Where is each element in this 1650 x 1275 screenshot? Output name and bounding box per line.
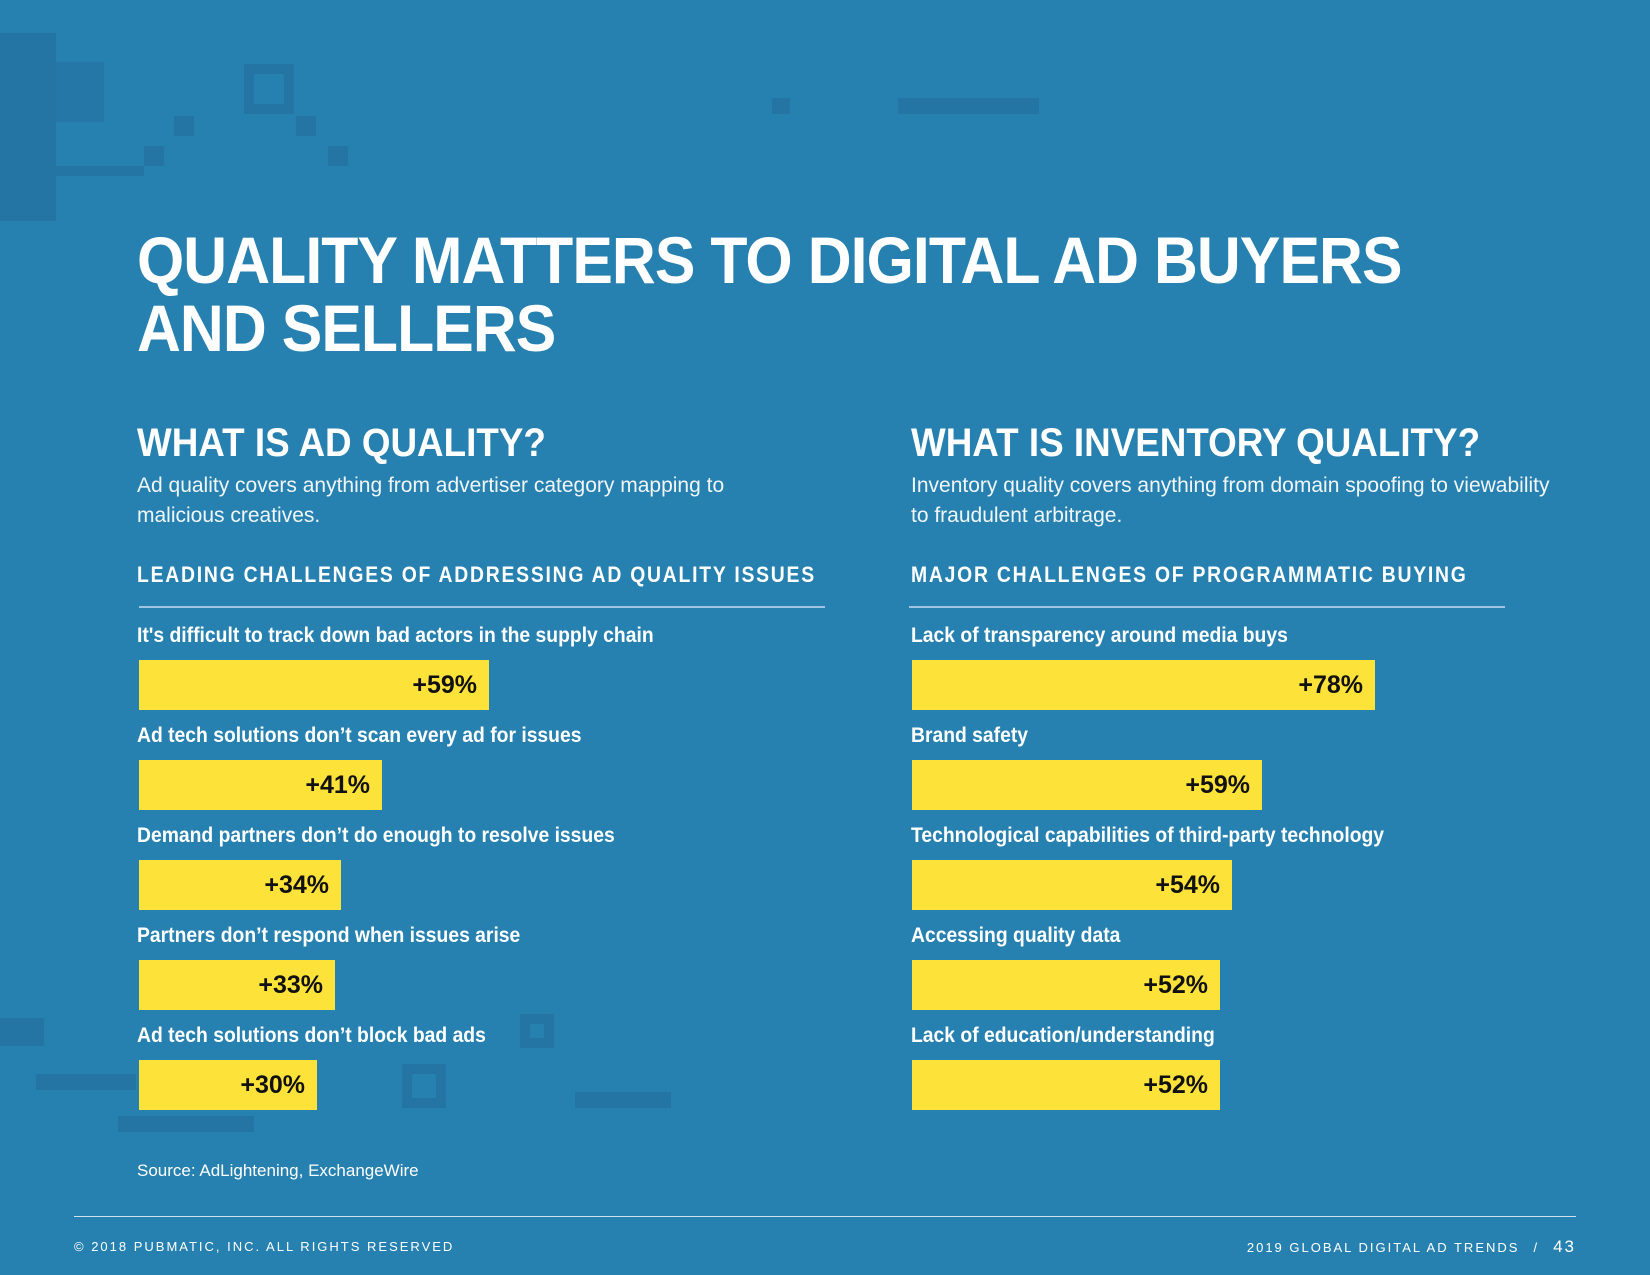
ad-quality-heading: WHAT IS AD QUALITY? bbox=[137, 421, 546, 465]
bar-value-label: +33% bbox=[258, 970, 323, 999]
bar-value-label: +41% bbox=[305, 770, 370, 799]
decorative-pixel-block bbox=[296, 116, 316, 136]
bar-value-label: +54% bbox=[1155, 870, 1220, 899]
decorative-square-ring bbox=[402, 1064, 446, 1108]
inventory-quality-heading: WHAT IS INVENTORY QUALITY? bbox=[911, 421, 1481, 465]
bar-category-label: Demand partners don’t do enough to resol… bbox=[137, 824, 615, 847]
decorative-pixel-block bbox=[118, 1116, 254, 1132]
bar-value-label: +30% bbox=[240, 1070, 305, 1099]
bar-value-label: +59% bbox=[1185, 770, 1250, 799]
bar: +54% bbox=[912, 860, 1232, 910]
bar-category-label: Ad tech solutions don’t block bad ads bbox=[137, 1024, 486, 1047]
decorative-pixel-block bbox=[328, 146, 348, 166]
page-title-line-1: QUALITY MATTERS TO DIGITAL AD BUYERS bbox=[137, 223, 1402, 297]
left-chart-title: LEADING CHALLENGES OF ADDRESSING AD QUAL… bbox=[137, 562, 816, 587]
bar: +34% bbox=[139, 860, 341, 910]
decorative-pixel-block bbox=[174, 116, 194, 136]
decorative-pixel-block bbox=[36, 1074, 136, 1090]
bar-value-label: +78% bbox=[1298, 670, 1363, 699]
page-number: 43 bbox=[1553, 1237, 1576, 1256]
decorative-pixel-block bbox=[56, 166, 144, 176]
bar-category-label: Lack of transparency around media buys bbox=[911, 624, 1288, 647]
bar-category-label: Lack of education/understanding bbox=[911, 1024, 1215, 1047]
bar: +33% bbox=[139, 960, 335, 1010]
bar-category-label: Partners don’t respond when issues arise bbox=[137, 924, 521, 947]
bar: +30% bbox=[139, 1060, 317, 1110]
footer-right: 2019 GLOBAL DIGITAL AD TRENDS / 43 bbox=[1247, 1237, 1576, 1257]
footer-divider bbox=[74, 1216, 1576, 1217]
bar: +41% bbox=[139, 760, 382, 810]
decorative-pixel-block bbox=[144, 146, 164, 166]
right-chart-rule bbox=[909, 606, 1505, 608]
bar: +52% bbox=[912, 960, 1220, 1010]
bar-value-label: +52% bbox=[1143, 1070, 1208, 1099]
inventory-quality-description: Inventory quality covers anything from d… bbox=[911, 474, 1550, 527]
ad-quality-description: Ad quality covers anything from advertis… bbox=[137, 474, 725, 527]
decorative-pixel-block bbox=[56, 62, 104, 122]
decorative-pixel-block bbox=[575, 1092, 671, 1108]
bar-category-label: Ad tech solutions don’t scan every ad fo… bbox=[137, 724, 582, 747]
page-title-line-2: AND SELLERS bbox=[137, 291, 556, 365]
bar: +59% bbox=[139, 660, 489, 710]
page-title: QUALITY MATTERS TO DIGITAL AD BUYERS AND… bbox=[137, 226, 1402, 362]
decorative-pixel-block bbox=[0, 1018, 44, 1046]
decorative-pixel-block bbox=[898, 98, 1039, 114]
bar-value-label: +34% bbox=[264, 870, 329, 899]
bar-value-label: +59% bbox=[412, 670, 477, 699]
decorative-pixel-block bbox=[772, 98, 790, 114]
bar-category-label: It's difficult to track down bad actors … bbox=[137, 624, 654, 647]
decorative-square-ring bbox=[244, 64, 294, 114]
copyright-text: © 2018 PUBMATIC, INC. ALL RIGHTS RESERVE… bbox=[74, 1239, 455, 1254]
right-chart-title: MAJOR CHALLENGES OF PROGRAMMATIC BUYING bbox=[911, 562, 1468, 587]
bar-category-label: Technological capabilities of third-part… bbox=[911, 824, 1385, 847]
bar: +59% bbox=[912, 760, 1262, 810]
bar-value-label: +52% bbox=[1143, 970, 1208, 999]
left-chart-rule bbox=[139, 606, 825, 608]
source-note: Source: AdLightening, ExchangeWire bbox=[137, 1161, 419, 1180]
bar: +78% bbox=[912, 660, 1375, 710]
decorative-square-ring bbox=[520, 1014, 554, 1048]
bar-category-label: Accessing quality data bbox=[911, 924, 1121, 947]
bar: +52% bbox=[912, 1060, 1220, 1110]
footer-separator: / bbox=[1533, 1240, 1540, 1255]
report-name: 2019 GLOBAL DIGITAL AD TRENDS bbox=[1246, 1240, 1520, 1255]
bar-category-label: Brand safety bbox=[911, 724, 1029, 747]
decorative-pixel-block bbox=[0, 33, 56, 221]
